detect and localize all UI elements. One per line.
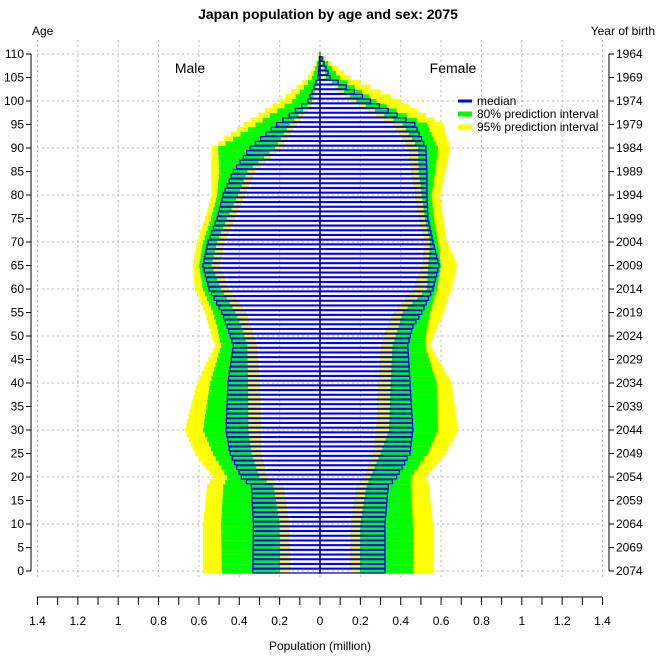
age-tick-label: 55 [11,306,25,320]
x-tick-label: 0 [317,614,324,628]
x-tick-label: 0.8 [150,614,167,628]
female-median-bar-age-73 [320,226,430,230]
birth-year-tick-label: 2039 [616,400,643,414]
male-median-bar-age-68 [206,249,320,253]
age-tick-label: 85 [11,165,25,179]
x-tick-label: 1 [518,614,525,628]
x-tick-label: 0.2 [352,614,369,628]
x-tick-label: 1.4 [29,614,46,628]
male-median-bar-age-67 [205,254,320,258]
x-tick-label: 1 [115,614,122,628]
male-label: Male [175,60,206,76]
age-tick-label: 105 [4,71,24,85]
x-tick-label: 0.6 [191,614,208,628]
birth-year-tick-label: 2049 [616,447,643,461]
female-median-bar-age-75 [320,217,428,221]
age-tick-label: 15 [11,494,25,508]
birth-year-tick-label: 2014 [616,282,643,296]
female-label: Female [430,60,477,76]
female-median-bar-age-77 [320,207,428,211]
x-tick-label: 1.2 [69,614,86,628]
female-median-bar-age-79 [320,198,427,202]
age-tick-label: 70 [11,235,25,249]
birth-year-tick-label: 2019 [616,306,643,320]
x-tick-label: 1.4 [594,614,611,628]
x-axis-label: Population (million) [269,639,371,653]
birth-year-tick-label: 2024 [616,329,643,343]
y-axis-label-right: Year of birth [591,24,655,38]
legend-label-95: 95% prediction interval [477,120,598,134]
birth-year-tick-label: 1989 [616,165,643,179]
x-tick-label: 1.2 [554,614,571,628]
birth-year-tick-label: 2004 [616,235,643,249]
x-tick-label: 0.4 [231,614,248,628]
birth-year-tick-label: 2044 [616,423,643,437]
age-tick-label: 50 [11,329,25,343]
age-tick-label: 90 [11,141,25,155]
age-tick-label: 25 [11,447,25,461]
female-median-bar-age-82 [320,184,427,188]
birth-year-tick-label: 1964 [616,47,643,61]
birth-year-tick-label: 2009 [616,259,643,273]
birth-year-tick-label: 1994 [616,188,643,202]
female-median-bar-age-83 [320,179,427,183]
age-tick-label: 5 [17,541,24,555]
age-tick-label: 65 [11,259,25,273]
female-median-bar-age-69 [320,245,434,249]
legend: median 80% prediction interval 95% predi… [458,94,598,134]
y-axis-label-left: Age [32,24,54,38]
birth-year-tick-label: 2029 [616,353,643,367]
female-median-bar-age-81 [320,188,427,192]
birth-year-tick-label: 2064 [616,517,643,531]
age-tick-label: 20 [11,470,25,484]
birth-year-tick-label: 1974 [616,94,643,108]
age-tick-label: 95 [11,118,25,132]
age-tick-label: 35 [11,400,25,414]
female-median-bar-age-71 [320,235,432,239]
female-median-bar-age-67 [320,254,437,258]
female-median-bar-age-78 [320,202,427,206]
birth-year-tick-label: 2074 [616,564,643,578]
female-median-bar-age-72 [320,231,431,235]
female-median-bar-age-84 [320,174,427,178]
chart-title: Japan population by age and sex: 2075 [198,6,458,22]
birth-year-tick-label: 1979 [616,118,643,132]
female-median-bar-age-65 [320,264,439,268]
age-tick-label: 80 [11,188,25,202]
birth-year-tick-label: 2034 [616,376,643,390]
age-tick-label: 75 [11,212,25,226]
x-tick-label: 0.4 [392,614,409,628]
age-tick-label: 110 [5,47,24,61]
legend-label-80: 80% prediction interval [477,107,598,121]
age-tick-label: 0 [17,564,24,578]
x-tick-label: 0.2 [271,614,288,628]
male-median-bar-age-66 [204,259,320,263]
female-median-bar-age-70 [320,240,433,244]
female-median-bar-age-68 [320,249,435,253]
age-tick-label: 10 [11,517,25,531]
age-tick-label: 100 [4,94,24,108]
x-tick-label: 0.6 [433,614,450,628]
male-median-bar-age-65 [203,264,320,268]
birth-year-tick-label: 1984 [616,141,643,155]
birth-year-tick-label: 2054 [616,470,643,484]
birth-year-tick-label: 1969 [616,71,643,85]
age-tick-label: 60 [11,282,25,296]
age-tick-label: 30 [11,423,25,437]
birth-year-tick-label: 1999 [616,212,643,226]
age-tick-label: 40 [11,376,25,390]
legend-label-median: median [477,94,516,108]
birth-year-tick-label: 2069 [616,541,643,555]
birth-year-tick-label: 2059 [616,494,643,508]
female-median-bar-age-76 [320,212,428,216]
x-tick-label: 0.8 [473,614,490,628]
female-median-bar-age-66 [320,259,438,263]
age-tick-label: 45 [11,353,25,367]
female-median-bar-age-74 [320,221,429,225]
